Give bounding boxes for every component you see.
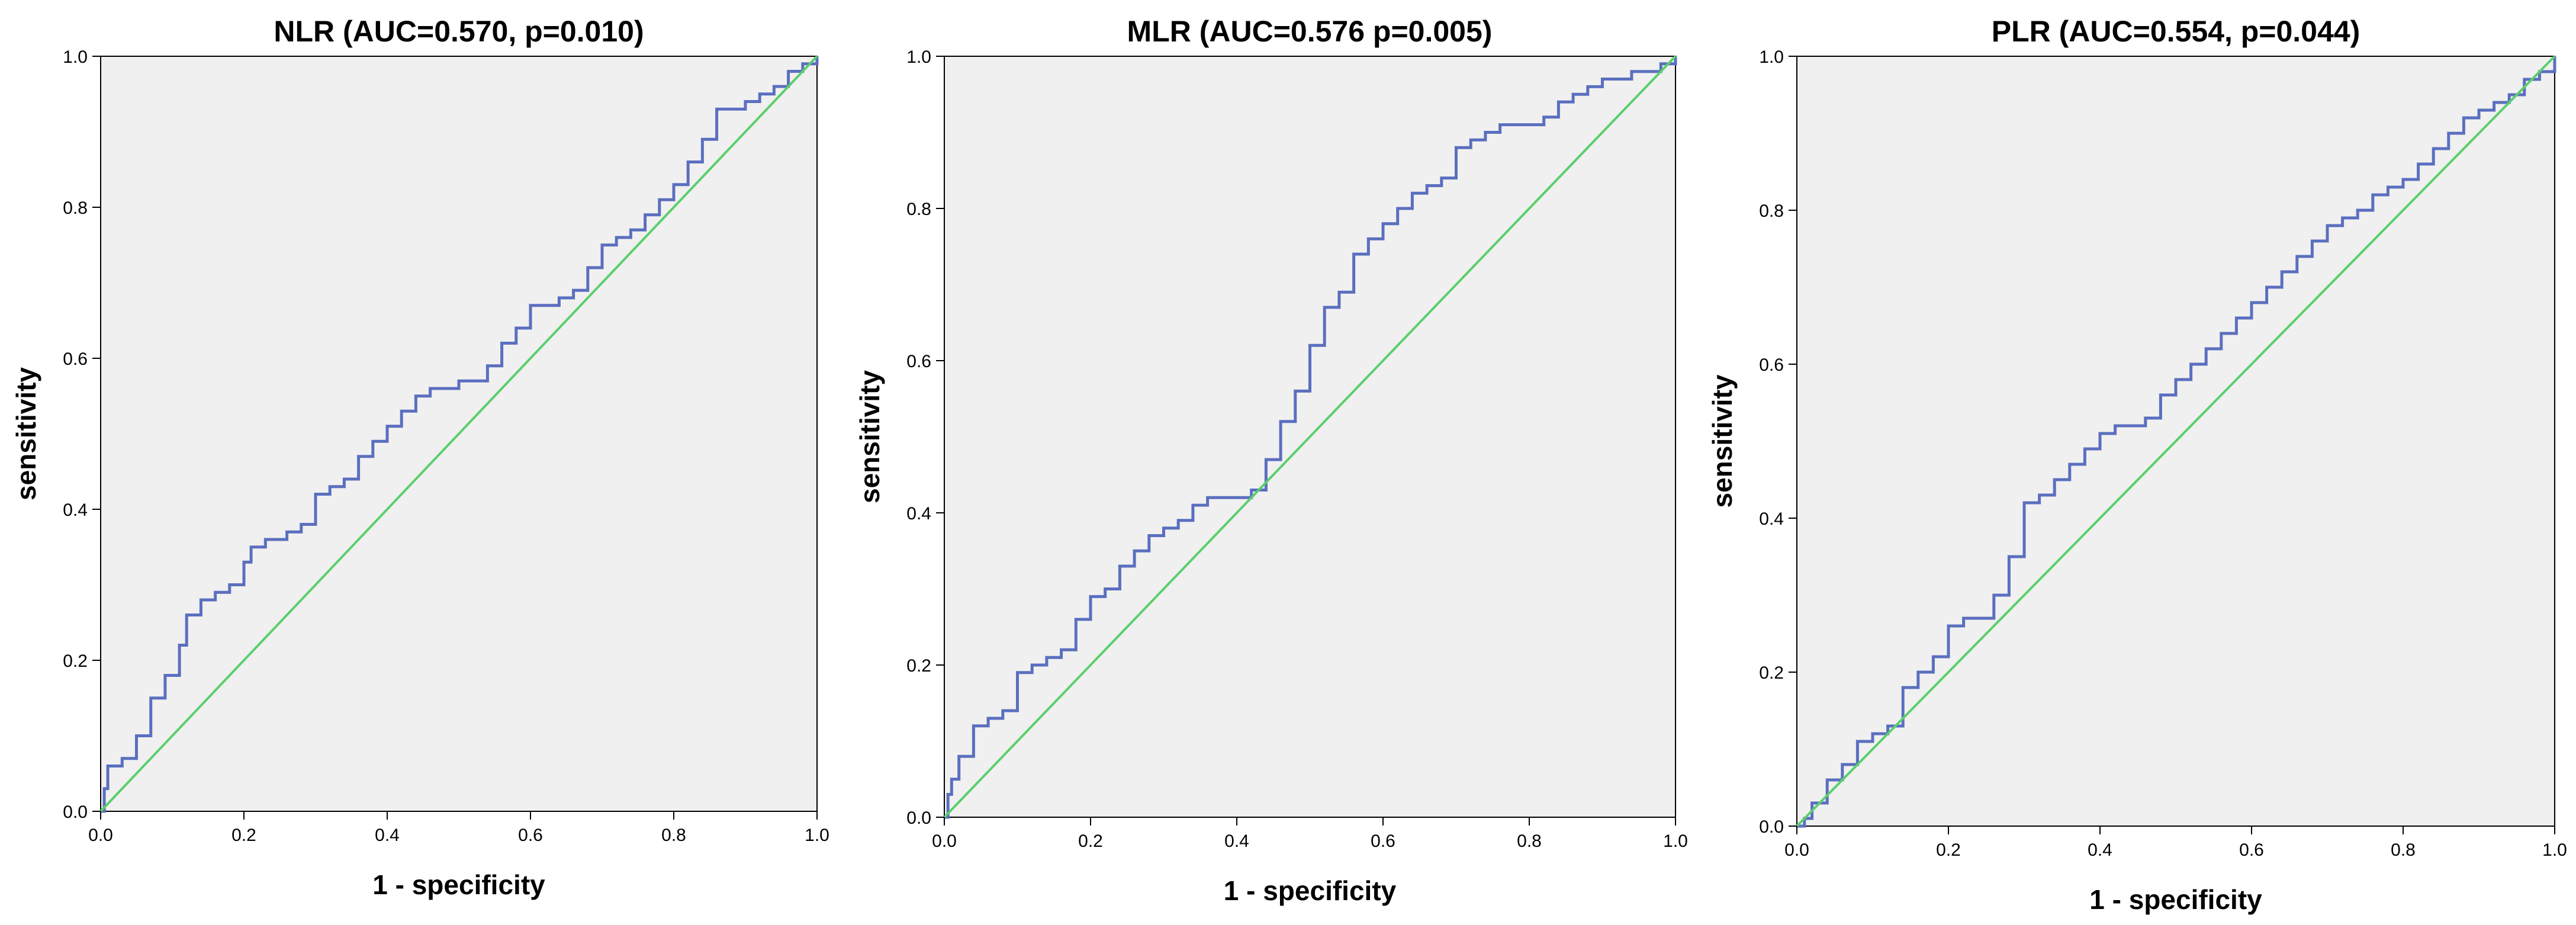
x-tick-label: 0.4 (375, 826, 400, 845)
x-tick-label: 0.6 (2239, 840, 2264, 860)
y-axis-label: sensitivity (854, 370, 885, 503)
x-tick-label: 1.0 (2542, 840, 2567, 860)
x-axis-label: 1 - specificity (2089, 884, 2262, 915)
x-tick-label: 0.8 (1517, 831, 1542, 851)
x-tick-label: 1.0 (1663, 831, 1688, 851)
roc-curve (944, 56, 1677, 819)
x-tick-label: 0.2 (231, 826, 256, 845)
x-tick-label: 0.8 (2391, 840, 2416, 860)
x-tick-label: 0.4 (2088, 840, 2112, 860)
y-tick-label: 0.8 (63, 198, 88, 218)
y-axis-label: sensitivity (1707, 374, 1738, 508)
y-tick-label: 0.0 (63, 802, 88, 822)
y-axis-label: sensitivity (11, 367, 41, 500)
y-tick-label: 1.0 (1759, 47, 1784, 67)
x-tick-label: 0.0 (932, 831, 957, 851)
y-tick-label: 0.6 (906, 352, 931, 371)
y-tick-label: 0.4 (906, 504, 931, 523)
x-tick-label: 0.8 (661, 826, 686, 845)
x-tick-label: 0.2 (1936, 840, 1961, 860)
y-tick-label: 0.4 (1759, 509, 1784, 529)
y-tick-label: 0.8 (1759, 201, 1784, 221)
roc-panel-3: 0.0 0.2 0.4 0.6 0.8 1.0 0.0 0.2 0.4 0.6 0.8 1.0 PLR … (1707, 15, 2567, 915)
reference-line (943, 55, 1677, 818)
roc-curve (101, 56, 819, 813)
x-tick-label: 0.6 (518, 826, 543, 845)
y-tick-label: 0.2 (63, 651, 88, 671)
y-tick-label: 0.0 (1759, 817, 1784, 837)
y-tick-label: 0.4 (63, 500, 88, 520)
y-tick-label: 0.6 (1759, 355, 1784, 375)
y-tick-label: 0.2 (906, 656, 931, 676)
y-tick-label: 0.0 (906, 808, 931, 828)
roc-curve (1797, 56, 2556, 828)
x-tick-label: 0.0 (1784, 840, 1809, 860)
reference-line (99, 55, 818, 812)
x-axis-label: 1 - specificity (372, 869, 545, 900)
x-axis-label: 1 - specificity (1224, 875, 1397, 906)
y-tick-label: 0.8 (906, 200, 931, 219)
chart-title: MLR (AUC=0.576 p=0.005) (1127, 15, 1493, 48)
y-tick-label: 0.2 (1759, 663, 1784, 683)
chart-title: NLR (AUC=0.570, p=0.010) (274, 15, 644, 48)
y-tick-label: 1.0 (906, 47, 931, 67)
x-tick-label: 1.0 (805, 826, 829, 845)
y-tick-label: 1.0 (63, 47, 88, 67)
y-tick-label: 0.6 (63, 349, 88, 369)
roc-panel-1: 0.0 0.2 0.4 0.6 0.8 1.0 0.0 0.2 0.4 0.6 0.8 1.0 NLR … (11, 15, 829, 900)
roc-panel-2: 0.0 0.2 0.4 0.6 0.8 1.0 0.0 0.2 0.4 0.6 0.8 1.0 MLR … (854, 15, 1688, 906)
x-tick-label: 0.4 (1224, 831, 1249, 851)
x-tick-label: 0.0 (88, 826, 113, 845)
x-tick-label: 0.6 (1371, 831, 1395, 851)
x-tick-label: 0.2 (1078, 831, 1103, 851)
chart-title: PLR (AUC=0.554, p=0.044) (1992, 15, 2360, 48)
reference-line (1796, 55, 2556, 827)
